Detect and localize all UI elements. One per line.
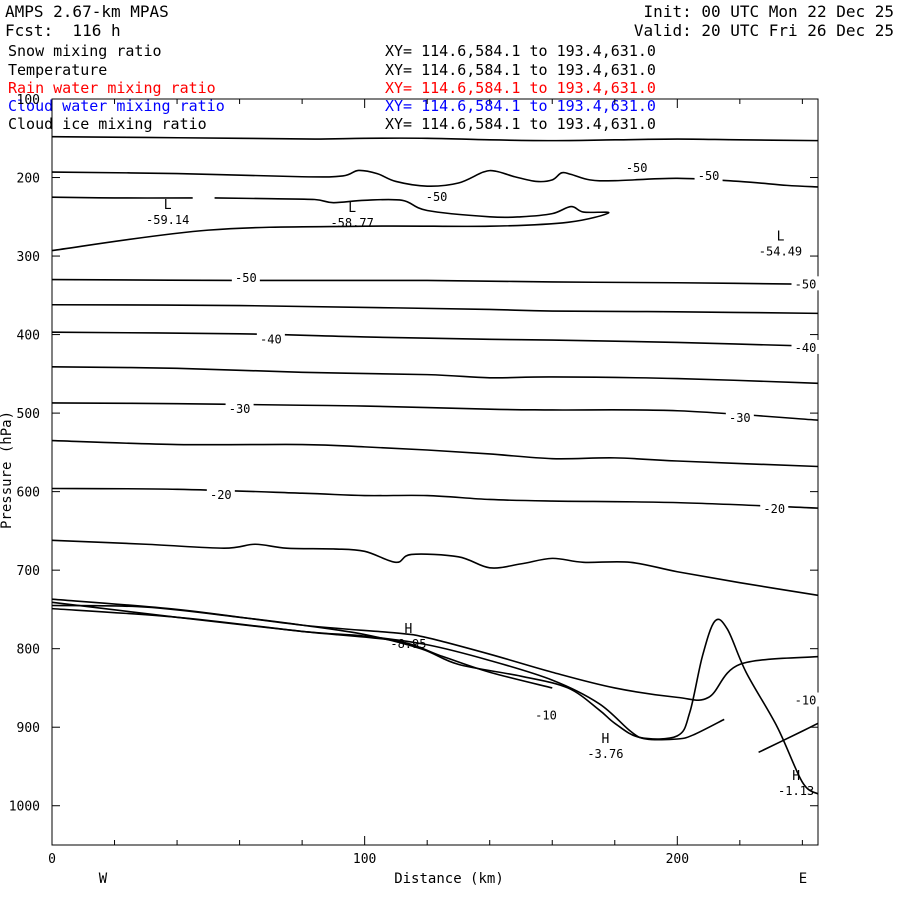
- init-time: Init: 00 UTC Mon 22 Dec 25: [643, 2, 894, 21]
- extremum-value: -58.77: [330, 216, 373, 230]
- high-marker: H: [601, 732, 609, 747]
- contour-label: -40: [795, 341, 817, 355]
- high-marker: H: [792, 769, 800, 784]
- temperature-contour-11: [51, 539, 819, 597]
- contour-label-bg: [725, 409, 754, 424]
- contour-label: -10: [795, 694, 817, 708]
- contour-label-bg: [531, 707, 560, 722]
- contour-label-bg: [791, 339, 820, 354]
- temperature-contour-15: [51, 607, 553, 689]
- contour-label-bg: [760, 500, 789, 515]
- temperature-contour-14: [51, 604, 819, 795]
- y-tick-label: 600: [17, 486, 40, 501]
- temperature-contour-7: [51, 365, 819, 385]
- axes-layer: 100 200 300 400 500 600 700 800 900 1000 0 100 200 Di…: [0, 93, 819, 887]
- field-xy-rain: XY= 114.6,584.1 to 193.4,631.0: [385, 79, 656, 97]
- field-xy-cloud-water: XY= 114.6,584.1 to 193.4,631.0: [385, 97, 656, 115]
- contour-label-bg: [791, 276, 820, 291]
- extremum-value: -59.14: [146, 213, 189, 227]
- contour-label-bg: [225, 401, 254, 416]
- field-name-cloud-water: Cloud water mixing ratio: [8, 97, 225, 115]
- temperature-contour-12: [51, 598, 819, 701]
- field-xy-temperature: XY= 114.6,584.1 to 193.4,631.0: [385, 61, 656, 79]
- temperature-contour-10: [51, 487, 819, 509]
- y-tick-label: 500: [17, 407, 40, 422]
- contour-label: -50: [698, 169, 720, 183]
- contour-label-bg: [231, 270, 260, 285]
- contour-label: -50: [235, 271, 257, 285]
- contour-label: -30: [229, 402, 251, 416]
- field-xy-cloud-ice: XY= 114.6,584.1 to 193.4,631.0: [385, 115, 656, 133]
- contour-label: -30: [729, 411, 751, 425]
- extremum-value: -3.76: [587, 747, 623, 761]
- field-name-rain: Rain water mixing ratio: [8, 79, 216, 97]
- contour-label: -50: [795, 277, 817, 291]
- y-tick-label: 900: [17, 721, 40, 736]
- y-tick-label: 300: [17, 250, 40, 265]
- contour-label: -20: [210, 488, 232, 502]
- x-axis-label: Distance (km): [394, 871, 504, 887]
- temperature-contour-4: [51, 278, 819, 286]
- x-tick-label: 0: [48, 852, 56, 867]
- x-tick-label: 200: [666, 852, 689, 867]
- low-marker: L: [348, 201, 356, 216]
- temperature-contour-1: [51, 169, 819, 188]
- plot-frame: [51, 98, 819, 846]
- valid-time: Valid: 20 UTC Fri 26 Dec 25: [633, 21, 894, 40]
- y-tick-label: 200: [17, 172, 40, 187]
- model-title: AMPS 2.67-km MPAS: [5, 2, 169, 21]
- field-name-cloud-ice: Cloud ice mixing ratio: [8, 115, 207, 133]
- field-name-temperature: Temperature: [8, 61, 108, 79]
- temperature-contour-2: [51, 196, 193, 199]
- temperature-contour-3: [51, 197, 610, 252]
- x-east-label: E: [799, 871, 807, 887]
- contour-label-bg: [791, 692, 820, 707]
- plot-header: AMPS 2.67-km MPAS Fcst: 116 h Init: 00 U…: [0, 0, 900, 140]
- contour-label-bg: [206, 486, 235, 501]
- contour-label: -10: [535, 708, 557, 722]
- temperature-contour-5: [51, 303, 819, 315]
- high-marker: H: [405, 622, 413, 637]
- extremum-value: -8.95: [390, 637, 426, 651]
- y-tick-label: 100: [17, 93, 40, 108]
- y-tick-label: 800: [17, 643, 40, 658]
- contour-label: -50: [426, 190, 448, 204]
- contour-label: -20: [763, 502, 785, 516]
- label-layer: -50 -50 -50 -50 -50 -40 -40 -30 -30 -20 -20 -10 -10 L…: [146, 160, 820, 798]
- x-west-label: W: [99, 871, 108, 887]
- contour-layer: [51, 135, 819, 795]
- x-tick-label: 100: [353, 852, 376, 867]
- y-tick-label: 1000: [9, 800, 40, 815]
- temperature-contour-8: [51, 402, 819, 421]
- extremum-value: -54.49: [759, 244, 802, 258]
- low-marker: L: [164, 198, 172, 213]
- low-marker: L: [777, 229, 785, 244]
- field-name-snow: Snow mixing ratio: [8, 42, 162, 60]
- temperature-contour-9: [51, 439, 819, 468]
- temperature-contour-6: [51, 331, 819, 348]
- y-axis-label: Pressure (hPa): [0, 411, 15, 529]
- contour-label-bg: [422, 189, 451, 204]
- contour-label-bg: [256, 331, 285, 346]
- y-tick-label: 400: [17, 329, 40, 344]
- y-tick-label: 700: [17, 564, 40, 579]
- temperature-contour-13: [51, 601, 725, 741]
- contour-label: -40: [260, 332, 282, 346]
- temperature-contour-0: [51, 135, 819, 142]
- temperature-contour-16: [758, 722, 819, 754]
- contour-label-bg: [622, 160, 651, 175]
- forecast-hour: Fcst: 116 h: [5, 21, 121, 40]
- contour-label-bg: [694, 167, 723, 182]
- field-xy-snow: XY= 114.6,584.1 to 193.4,631.0: [385, 42, 656, 60]
- contour-label: -50: [626, 161, 648, 175]
- extremum-value: -1.13: [778, 784, 814, 798]
